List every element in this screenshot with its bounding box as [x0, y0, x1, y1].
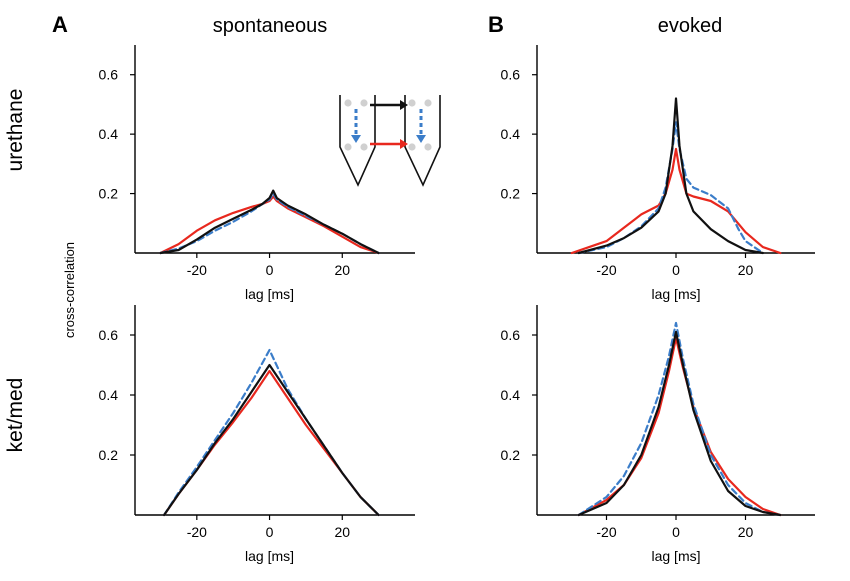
x-tick-label: 0 — [672, 262, 680, 278]
y-tick-label: 0.2 — [501, 186, 521, 202]
left-shank-icon — [339, 95, 376, 187]
y-tick-label: 0.6 — [99, 67, 119, 83]
panel-b-top: 0.2 0.4 0.6 -20 0 20 lag [ms] — [501, 45, 815, 302]
panel-b-bottom: 0.2 0.4 0.6 -20 0 20 lag [ms] — [501, 305, 815, 564]
y-tick-label: 0.6 — [501, 67, 521, 83]
y-tick-label: 0.6 — [501, 327, 521, 343]
series-line-red — [577, 336, 782, 517]
series-line-red — [570, 147, 782, 255]
y-tick-label: 0.2 — [99, 186, 119, 202]
y-tick-label: 0.4 — [501, 387, 521, 403]
x-tick-label: 20 — [738, 524, 754, 540]
panel-a-bottom: 0.2 0.4 0.6 -20 0 20 lag [ms] — [99, 305, 415, 564]
x-axis-label: lag [ms] — [651, 548, 700, 564]
series-line-black — [163, 363, 380, 517]
arrow-blue-left-icon — [351, 109, 361, 143]
x-tick-label: -20 — [596, 524, 616, 540]
series-line-blue — [577, 321, 782, 517]
x-tick-label: 0 — [266, 524, 274, 540]
series-line-black — [577, 97, 765, 255]
column-title-spontaneous: spontaneous — [213, 15, 328, 37]
series-line-red — [159, 195, 380, 255]
x-tick-label: 20 — [334, 524, 350, 540]
series-line-black — [159, 189, 380, 255]
y-tick-label: 0.4 — [99, 126, 119, 142]
x-axis-label: lag [ms] — [651, 286, 700, 302]
x-tick-label: 0 — [266, 262, 274, 278]
x-axis-label: lag [ms] — [245, 548, 294, 564]
series-line-red — [163, 369, 380, 517]
x-axis-label: lag [ms] — [245, 286, 294, 302]
right-shank-icon — [404, 95, 441, 187]
x-tick-label: -20 — [596, 262, 616, 278]
y-tick-label: 0.2 — [99, 447, 119, 463]
series-line-blue — [577, 121, 765, 255]
panel-letter-a: A — [52, 12, 68, 37]
panel-letter-b: B — [488, 12, 504, 37]
y-tick-label: 0.4 — [99, 387, 119, 403]
series-line-black — [577, 330, 782, 517]
series-line-blue — [159, 192, 380, 255]
x-tick-label: 20 — [334, 262, 350, 278]
arrow-blue-right-icon — [416, 109, 426, 143]
x-tick-label: 0 — [672, 524, 680, 540]
two-shank-probe-schematic-icon — [339, 95, 441, 187]
arrow-red-icon — [370, 139, 408, 149]
shared-y-axis-label: cross-correlation — [62, 242, 77, 338]
x-tick-label: -20 — [187, 262, 207, 278]
panel-a-top: 0.2 0.4 0.6 -20 0 20 lag [ms] — [99, 45, 415, 302]
electrode-sites-icon — [344, 99, 432, 151]
y-tick-label: 0.6 — [99, 327, 119, 343]
arrow-black-icon — [370, 100, 408, 110]
row-label-urethane: urethane — [4, 89, 27, 172]
y-tick-label: 0.4 — [501, 126, 521, 142]
x-tick-label: -20 — [187, 524, 207, 540]
y-tick-label: 0.2 — [501, 447, 521, 463]
row-label-ketmed: ket/med — [4, 378, 27, 453]
column-title-evoked: evoked — [658, 15, 723, 37]
x-tick-label: 20 — [738, 262, 754, 278]
